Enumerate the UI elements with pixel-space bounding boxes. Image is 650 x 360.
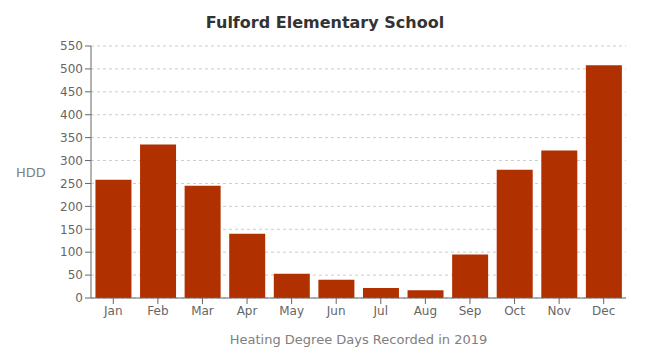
svg-text:Heating Degree Days Recorded i: Heating Degree Days Recorded in 2019	[230, 332, 487, 347]
svg-text:Jan: Jan	[103, 304, 123, 318]
svg-text:Sep: Sep	[459, 304, 482, 318]
html-text:Fulford Elementary School: Fulford Elementary School	[205, 13, 445, 32]
svg-text:100: 100	[60, 245, 83, 259]
svg-text:HDD: HDD	[16, 165, 46, 180]
svg-text:Mar: Mar	[191, 304, 214, 318]
svg-text:Jun: Jun	[326, 304, 346, 318]
svg-text:400: 400	[60, 108, 83, 122]
svg-text:250: 250	[60, 177, 83, 191]
svg-text:Dec: Dec	[592, 304, 615, 318]
svg-text:Feb: Feb	[147, 304, 168, 318]
svg-text:350: 350	[60, 131, 83, 145]
svg-text:500: 500	[60, 62, 83, 76]
svg-text:Aug: Aug	[414, 304, 437, 318]
svg-text:May: May	[279, 304, 304, 318]
svg-text:Apr: Apr	[237, 304, 258, 318]
svg-text:450: 450	[60, 85, 83, 99]
svg-text:550: 550	[60, 39, 83, 53]
svg-text:200: 200	[60, 200, 83, 214]
svg-text:Oct: Oct	[504, 304, 525, 318]
svg-text:50: 50	[68, 268, 83, 282]
svg-text:0: 0	[75, 291, 83, 305]
svg-text:150: 150	[60, 223, 83, 237]
svg-text:Jul: Jul	[373, 304, 388, 318]
svg-text:Nov: Nov	[547, 304, 570, 318]
svg-text:300: 300	[60, 154, 83, 168]
